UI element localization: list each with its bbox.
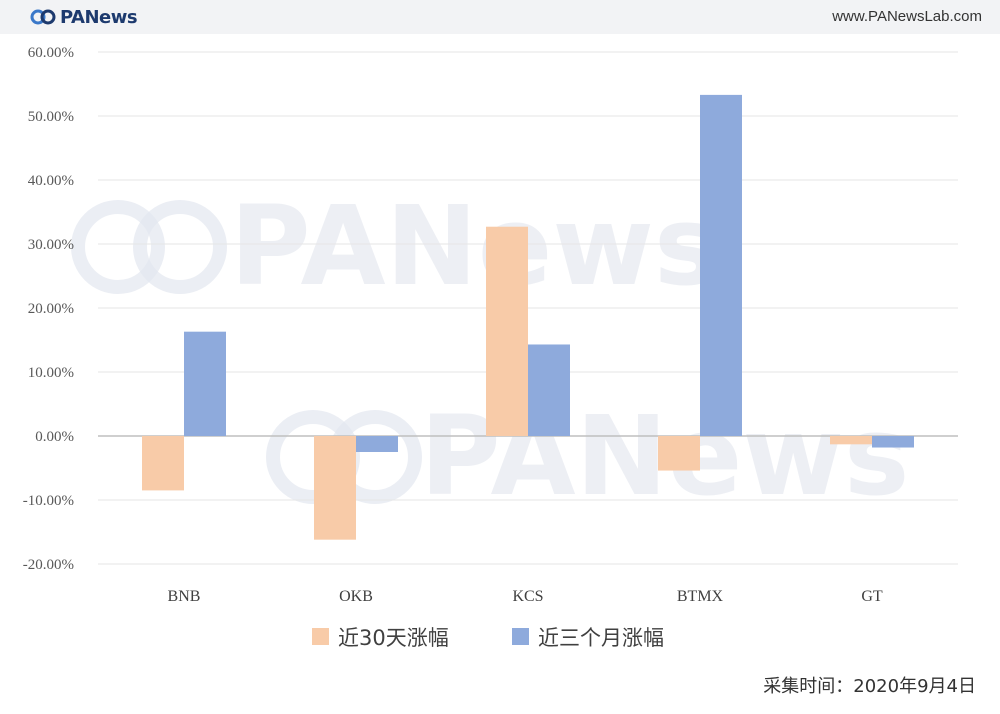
x-category-label: BTMX [677, 588, 724, 605]
x-category-label: KCS [512, 588, 543, 605]
legend-label-series-1: 近30天涨幅 [338, 626, 449, 650]
panews-logo-icon [30, 9, 56, 25]
watermark-text: PANews [230, 182, 719, 310]
legend: 近30天涨幅 近三个月涨幅 [312, 626, 664, 650]
x-category-label: OKB [339, 588, 373, 605]
panews-logo: PANews [30, 6, 138, 28]
bar-okb-series-1 [314, 436, 356, 540]
y-tick-label: 50.00% [28, 109, 74, 125]
bar-bnb-series-2 [184, 331, 226, 436]
y-tick-label: 60.00% [28, 45, 74, 61]
y-tick-label: 0.00% [35, 429, 74, 445]
watermark-logo-icon [71, 200, 227, 294]
y-tick-label: 40.00% [28, 173, 74, 189]
logo-text: PANews [60, 6, 138, 28]
y-tick-label: 10.00% [28, 365, 74, 381]
x-category-label: BNB [168, 588, 201, 605]
y-tick-label: 20.00% [28, 301, 74, 317]
site-url: www.PANewsLab.com [832, 8, 982, 25]
bar-chart: PANews PANews 60.00%50.00%40.00%30.00%20… [23, 45, 958, 650]
y-tick-label: 30.00% [28, 237, 74, 253]
collection-date-note: 采集时间：2020年9月4日 [763, 676, 976, 697]
x-axis-labels: BNB OKB KCS BTMX GT [168, 588, 883, 605]
legend-swatch-series-2 [512, 628, 529, 645]
bar-btmx-series-2 [700, 94, 742, 436]
bars [142, 94, 914, 540]
legend-label-series-2: 近三个月涨幅 [538, 626, 664, 650]
bar-gt-series-2 [872, 436, 914, 448]
y-axis-labels: 60.00% 50.00% 40.00% 30.00% 20.00% 10.00% 0.00… [23, 45, 74, 573]
bar-kcs-series-2 [528, 344, 570, 436]
y-tick-label: -20.00% [23, 557, 74, 573]
header-bar: PANews www.PANewsLab.com [0, 0, 1000, 34]
x-category-label: GT [861, 588, 883, 605]
bar-okb-series-2 [356, 436, 398, 452]
bar-btmx-series-1 [658, 436, 700, 471]
bar-gt-series-1 [830, 436, 872, 445]
y-tick-label: -10.00% [23, 493, 74, 509]
bar-kcs-series-1 [486, 226, 528, 436]
bar-bnb-series-1 [142, 436, 184, 491]
legend-swatch-series-1 [312, 628, 329, 645]
